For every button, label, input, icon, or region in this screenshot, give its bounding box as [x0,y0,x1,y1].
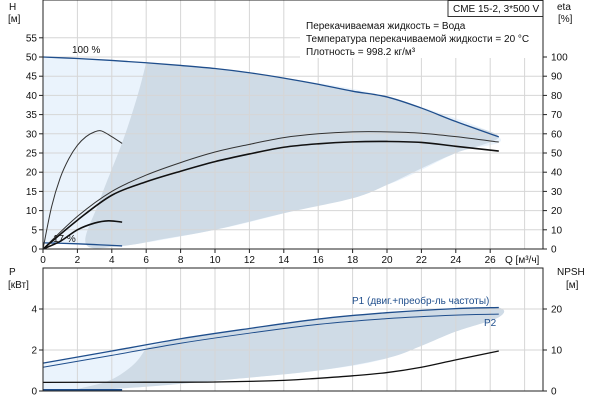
operating-range-dark [85,62,499,249]
p-axis-label: P [9,267,16,278]
tick-labels: 0510152025303540455055010203040506070809… [26,33,568,397]
y-tick-label: 45 [26,72,38,83]
y-tick-label: 25 [26,149,38,160]
x-tick-label: 10 [209,255,221,266]
x-tick-label: 20 [381,255,393,266]
y-tick-label: 15 [26,187,38,198]
y2-tick-label: 0 [551,387,557,398]
series-p2 [42,313,499,368]
y-tick-label: 50 [26,53,38,64]
y2-tick-label: 10 [551,346,563,357]
series-npsh [42,350,499,384]
x-tick-label: 22 [416,255,428,266]
y-tick-label: 10 [26,206,38,217]
x-tick-label: 6 [143,255,149,266]
y-tick-label: 30 [26,129,38,140]
y2-tick-label: 60 [551,129,563,140]
annotation-100-percent: 100 % [72,45,100,56]
y-tick-label: 2 [31,346,37,357]
y-tick-label: 4 [31,305,37,316]
power-range-dark [76,306,505,391]
y2-tick-label: 40 [551,168,563,179]
y-tick-label: 40 [26,91,38,102]
info-liquid: Перекачиваемая жидкость = Вода [306,21,466,32]
top-chart-series [42,56,500,250]
x-tick-label: 12 [244,255,256,266]
x-tick-label: 2 [75,255,81,266]
y2-tick-label: 50 [551,149,563,160]
series-p1 [42,306,499,364]
info-temperature: Температура перекачиваемой жидкости = 20… [306,34,529,45]
x-tick-label: 18 [347,255,359,266]
x-tick-label: 4 [109,255,115,266]
y-tick-label: 35 [26,110,38,121]
top-plot-frame [42,0,544,250]
y2-tick-label: 100 [551,53,568,64]
series-eta-17-thick- [42,219,123,250]
series-eta-100-thick- [42,140,499,250]
y2-tick-label: 10 [551,225,563,236]
y2-axis-unit: [%] [558,14,573,25]
series-eta-100-thin- [42,131,499,250]
y-tick-label: 20 [26,168,38,179]
bottom-chart-regions [43,306,505,391]
y-tick-label: 5 [31,225,37,236]
y-tick-label: 0 [31,387,37,398]
annotation-17-percent: 17 % [53,234,76,245]
npsh-axis-label: NPSH [557,267,585,278]
y2-tick-label: 80 [551,91,563,102]
p-axis-unit: [кВт] [8,280,29,291]
model-label: CME 15-2, 3*500 V [453,4,539,15]
annotation-p2: P2 [484,318,497,329]
y2-tick-label: 70 [551,110,563,121]
y2-tick-label: 20 [551,206,563,217]
npsh-axis-unit: [м] [566,280,579,291]
y2-tick-label: 90 [551,72,563,83]
y-tick-label: 55 [26,33,38,44]
info-density: Плотность = 998.2 кг/м³ [306,47,416,58]
x-tick-label: 8 [178,255,184,266]
x-tick-label: 16 [313,255,325,266]
x-tick-label: 0 [40,255,46,266]
y2-tick-label: 0 [551,245,557,256]
bottom-chart-series [42,306,499,391]
x-tick-label: 24 [450,255,462,266]
series-h-100- [42,56,500,138]
y-axis-unit: [м] [8,14,21,25]
x-axis-label: Q [м³/ч] [505,255,540,266]
x-tick-label: 14 [278,255,290,266]
annotation-p1: P1 (двиг.+преобр-ль частоты) [352,295,489,307]
y-axis-label: H [9,2,16,13]
series-eta-17-thin- [42,130,123,250]
series-h-17- [42,242,123,247]
x-tick-label: 26 [485,255,497,266]
y-tick-label: 0 [31,245,37,256]
bottom-plot-frame [42,267,544,392]
y2-tick-label: 20 [551,305,563,316]
y2-axis-label: eta [557,2,571,13]
y2-tick-label: 30 [551,187,563,198]
